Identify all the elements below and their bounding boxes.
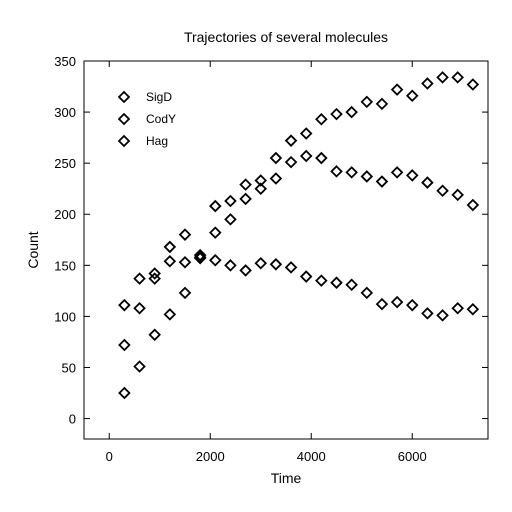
legend-marker (119, 136, 129, 146)
y-tick-label: 250 (54, 156, 76, 171)
data-point (362, 97, 372, 107)
data-point (301, 151, 311, 161)
data-point (438, 186, 448, 196)
data-point (347, 167, 357, 177)
data-point (316, 153, 326, 163)
data-point (135, 274, 145, 284)
data-point (135, 303, 145, 313)
data-point (453, 72, 463, 82)
y-tick-label: 350 (54, 54, 76, 69)
data-point (241, 180, 251, 190)
data-point (271, 173, 281, 183)
data-point (468, 200, 478, 210)
data-point (362, 171, 372, 181)
data-point (225, 214, 235, 224)
x-tick-label: 6000 (398, 449, 427, 464)
data-point (392, 167, 402, 177)
data-point (119, 300, 129, 310)
data-point (332, 166, 342, 176)
data-point (316, 276, 326, 286)
x-axis-label: Time (271, 470, 302, 486)
data-point (392, 297, 402, 307)
data-point (422, 78, 432, 88)
data-point (438, 310, 448, 320)
series-hag (119, 230, 477, 321)
x-tick-label: 4000 (297, 449, 326, 464)
data-point (210, 201, 220, 211)
y-tick-label: 300 (54, 105, 76, 120)
data-point (301, 272, 311, 282)
data-point (271, 153, 281, 163)
data-point (422, 308, 432, 318)
data-point (165, 242, 175, 252)
data-point (119, 388, 129, 398)
data-point (453, 303, 463, 313)
data-point (438, 72, 448, 82)
y-tick-label: 100 (54, 309, 76, 324)
legend-label: CodY (146, 112, 176, 126)
data-point (225, 196, 235, 206)
data-point (150, 330, 160, 340)
data-point (347, 107, 357, 117)
legend-marker (119, 92, 129, 102)
data-point (332, 109, 342, 119)
data-point (407, 170, 417, 180)
data-point (271, 259, 281, 269)
chart-title: Trajectories of several molecules (184, 29, 388, 45)
data-point (210, 255, 220, 265)
data-point (256, 258, 266, 268)
data-point (210, 228, 220, 238)
data-point (286, 157, 296, 167)
legend: SigD CodY Hag (119, 90, 176, 148)
data-point (377, 177, 387, 187)
data-point (347, 280, 357, 290)
x-tick-label: 0 (106, 449, 113, 464)
data-point (301, 129, 311, 139)
data-point (165, 309, 175, 319)
data-point (225, 260, 235, 270)
data-point (180, 257, 190, 267)
data-point (407, 300, 417, 310)
series-cody (119, 151, 477, 350)
data-point (241, 265, 251, 275)
y-tick-label: 200 (54, 207, 76, 222)
data-point (135, 361, 145, 371)
legend-label: Hag (146, 134, 168, 148)
data-point (286, 262, 296, 272)
y-tick-label: 50 (62, 360, 76, 375)
data-point (332, 278, 342, 288)
data-point (180, 230, 190, 240)
data-point (316, 114, 326, 124)
legend-marker (119, 114, 129, 124)
x-tick-label: 2000 (196, 449, 225, 464)
y-axis-label: Count (25, 231, 41, 268)
data-point (362, 288, 372, 298)
data-point (165, 256, 175, 266)
data-point (180, 288, 190, 298)
legend-label: SigD (146, 90, 172, 104)
data-point (453, 190, 463, 200)
data-point (377, 299, 387, 309)
data-point (392, 85, 402, 95)
data-point (407, 91, 417, 101)
axis-ticks: 0 2000 4000 6000 0 50 100 150 200 250 300 350 (54, 54, 488, 464)
data-point (422, 178, 432, 188)
plot-frame (84, 61, 488, 439)
data-point (468, 79, 478, 89)
data-point (119, 340, 129, 350)
data-point (286, 136, 296, 146)
y-tick-label: 150 (54, 258, 76, 273)
data-point (241, 194, 251, 204)
data-point (377, 99, 387, 109)
y-tick-label: 0 (69, 412, 76, 427)
data-point (468, 304, 478, 314)
